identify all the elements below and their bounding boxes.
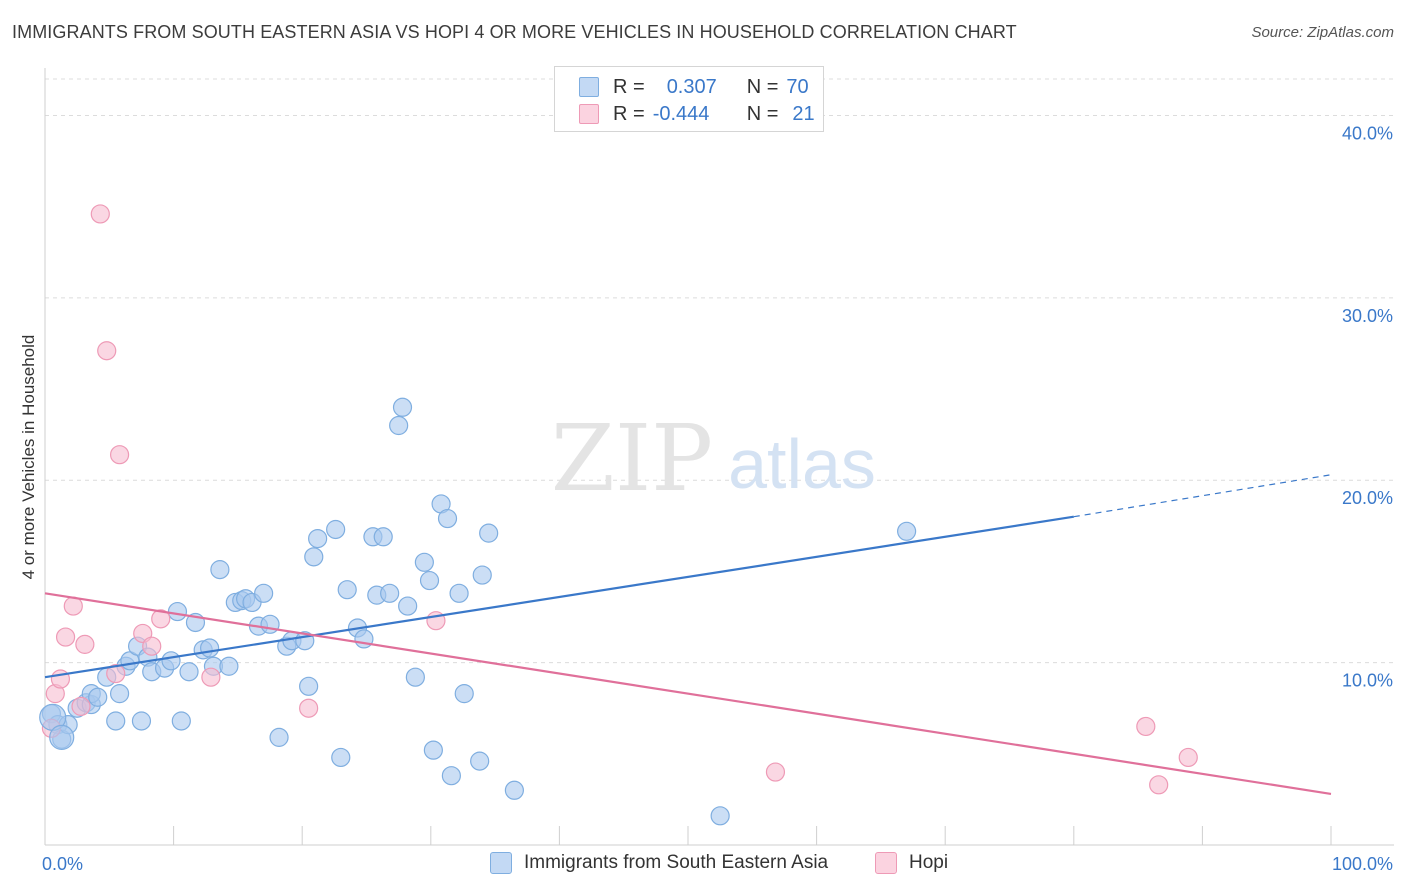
y-tick-label: 40.0% [1342,123,1393,143]
hopi-point [90,204,110,224]
y-tick-label: 10.0% [1342,671,1393,691]
immigrants-point [414,552,434,572]
hopi-point [201,667,221,687]
legend-n-value: 70 [786,75,809,98]
correlation-legend: R = 0.307 N = 70 R = -0.444 N = 21 [554,66,824,132]
immigrants-point [200,638,220,658]
point-layer [39,204,1198,826]
hopi-point [151,609,171,629]
immigrants-point [210,560,230,580]
bottom-legend-immigrants: Immigrants from South Eastern Asia [490,852,828,874]
hopi-point [299,698,319,718]
immigrants-point [398,596,418,616]
legend-r-label: R = [613,102,645,125]
immigrants-point [479,523,499,543]
trend-layer [44,474,1332,796]
immigrants-point [88,687,108,707]
legend-r-value: 0.307 [666,75,717,98]
immigrants-point [423,740,443,760]
legend-n-label: N = [746,75,779,98]
immigrants-point [337,580,357,600]
immigrants-point [449,583,469,603]
x-tick-label-min: 0.0% [42,854,83,874]
immigrants-point [308,528,328,549]
hopi-point [765,762,786,782]
x-tick-label-max: 100.0% [1332,854,1393,874]
immigrants-point [504,780,524,800]
immigrants-point [441,766,461,786]
immigrants-point [326,519,346,540]
immigrants-point [304,547,324,567]
immigrants-point [405,667,425,687]
chart-source: Source: ZipAtlas.com [1251,24,1394,41]
immigrants-point [897,521,917,541]
bottom-legend-swatch-blue [490,852,512,874]
immigrants-point [470,751,490,771]
immigrants-point [106,711,126,731]
hopi-point [1149,775,1169,795]
immigrants-point [171,711,191,731]
legend-r-label: R = [613,75,645,98]
immigrants-point [472,565,492,585]
immigrants-point [161,651,181,671]
immigrants-point [380,583,400,603]
immigrants-point [392,397,413,417]
legend-row-hopi: R = -0.444 N = 21 [579,101,815,127]
y-tick-label: 20.0% [1342,488,1393,508]
immigrants-point [354,629,374,649]
legend-swatch-blue [579,77,599,97]
immigrants-point [710,806,730,826]
hopi-point [1136,716,1156,737]
legend-n-value: 21 [792,102,815,125]
immigrants-point [437,508,458,529]
bottom-legend-label-hopi: Hopi [909,852,949,873]
immigrants-point [109,684,130,704]
bottom-legend-swatch-pink [875,852,897,874]
immigrants-point [49,724,75,750]
immigrants-point [269,727,289,747]
bottom-legend-label-immigrants: Immigrants from South Eastern Asia [524,852,829,873]
hopi-point [97,341,117,361]
watermark-zip: ZIP [551,405,713,512]
immigrants-point [389,415,409,436]
hopi-point [106,663,126,684]
hopi-point [109,445,130,465]
watermark: ZIP atlas [551,405,876,512]
bottom-legend-hopi: Hopi [875,852,948,874]
grid-layer [45,78,1394,664]
legend-swatch-pink [579,104,599,124]
immigrants-point [179,662,199,682]
immigrants-point [331,747,351,768]
immigrants-point [254,583,274,603]
immigrants-point [454,684,474,704]
immigrants-point [167,601,188,622]
hopi-point [71,696,91,716]
immigrants-point [299,676,319,696]
immigrants-point [219,656,239,676]
immigrants-point [419,570,440,591]
legend-row-immigrants: R = 0.307 N = 70 [579,74,809,100]
immigrants-point [260,614,280,634]
hopi-point [75,634,95,654]
immigrants-trendline-extension [1073,474,1332,518]
hopi-point [142,636,162,656]
hopi-trendline [44,592,1332,796]
hopi-point [55,627,76,647]
immigrants-point [373,527,393,547]
watermark-atlas: atlas [728,425,876,503]
immigrants-point [131,711,152,731]
tick-label-layer: 10.0% 20.0% 30.0% 40.0% 0.0% 100.0% [42,123,1393,874]
chart-title: IMMIGRANTS FROM SOUTH EASTERN ASIA VS HO… [12,22,1017,42]
hopi-point [1178,747,1198,768]
immigrants-trendline [44,515,1074,679]
legend-n-label: N = [746,102,779,125]
axis-layer [44,68,1394,846]
y-tick-label: 30.0% [1342,306,1393,326]
legend-r-value: -0.444 [652,102,710,125]
